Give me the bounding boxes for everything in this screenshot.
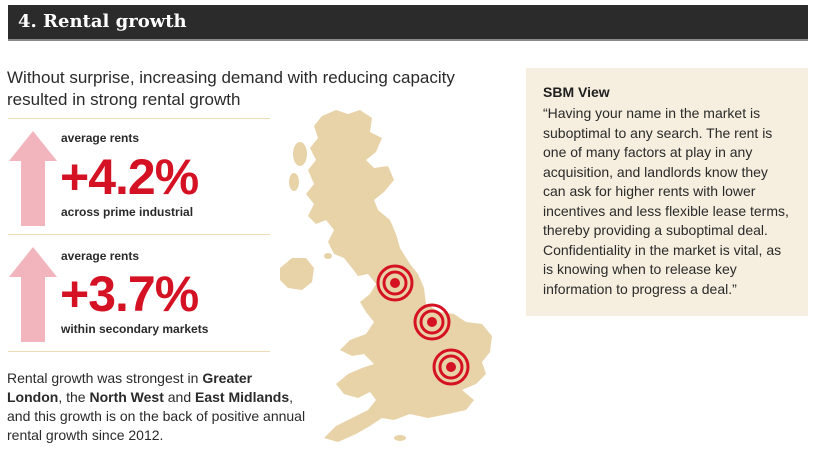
stat-value: +4.2%: [60, 149, 199, 205]
summary-text-part: Rental growth was strongest in: [7, 370, 203, 386]
view-title: SBM View: [543, 84, 610, 100]
stat-label-bottom: within secondary markets: [61, 322, 209, 336]
summary-text-part: , and this growth is on the back of posi…: [7, 389, 306, 443]
up-arrow-icon: [9, 247, 57, 342]
divider: [8, 234, 270, 235]
target-icon: [413, 303, 451, 341]
divider: [8, 351, 270, 352]
target-icon: [376, 264, 414, 302]
stat-label-bottom: across prime industrial: [61, 205, 194, 219]
region-greater-london: Greater London: [7, 370, 253, 405]
target-icon: [432, 348, 470, 386]
summary-text-part: and: [163, 389, 196, 405]
stat-label-top: average rents: [61, 249, 140, 263]
section-title: 4. Rental growth: [18, 11, 187, 32]
stat-value: +3.7%: [60, 266, 199, 322]
section-header: 4. Rental growth: [8, 5, 808, 41]
view-quote: “Having your name in the market is subop…: [543, 105, 789, 297]
up-arrow-icon: [9, 131, 57, 226]
intro-text: Without surprise, increasing demand with…: [7, 68, 455, 109]
stat-label-top: average rents: [61, 131, 140, 145]
summary-text-part: , the: [58, 389, 90, 405]
summary-text: Rental growth was strongest in Greater L…: [7, 369, 307, 445]
region-east-midlands: East Midlands: [195, 389, 290, 405]
region-north-west: North West: [89, 389, 164, 405]
sbm-view-panel: SBM View “Having your name in the market…: [526, 68, 808, 316]
divider: [8, 118, 270, 119]
